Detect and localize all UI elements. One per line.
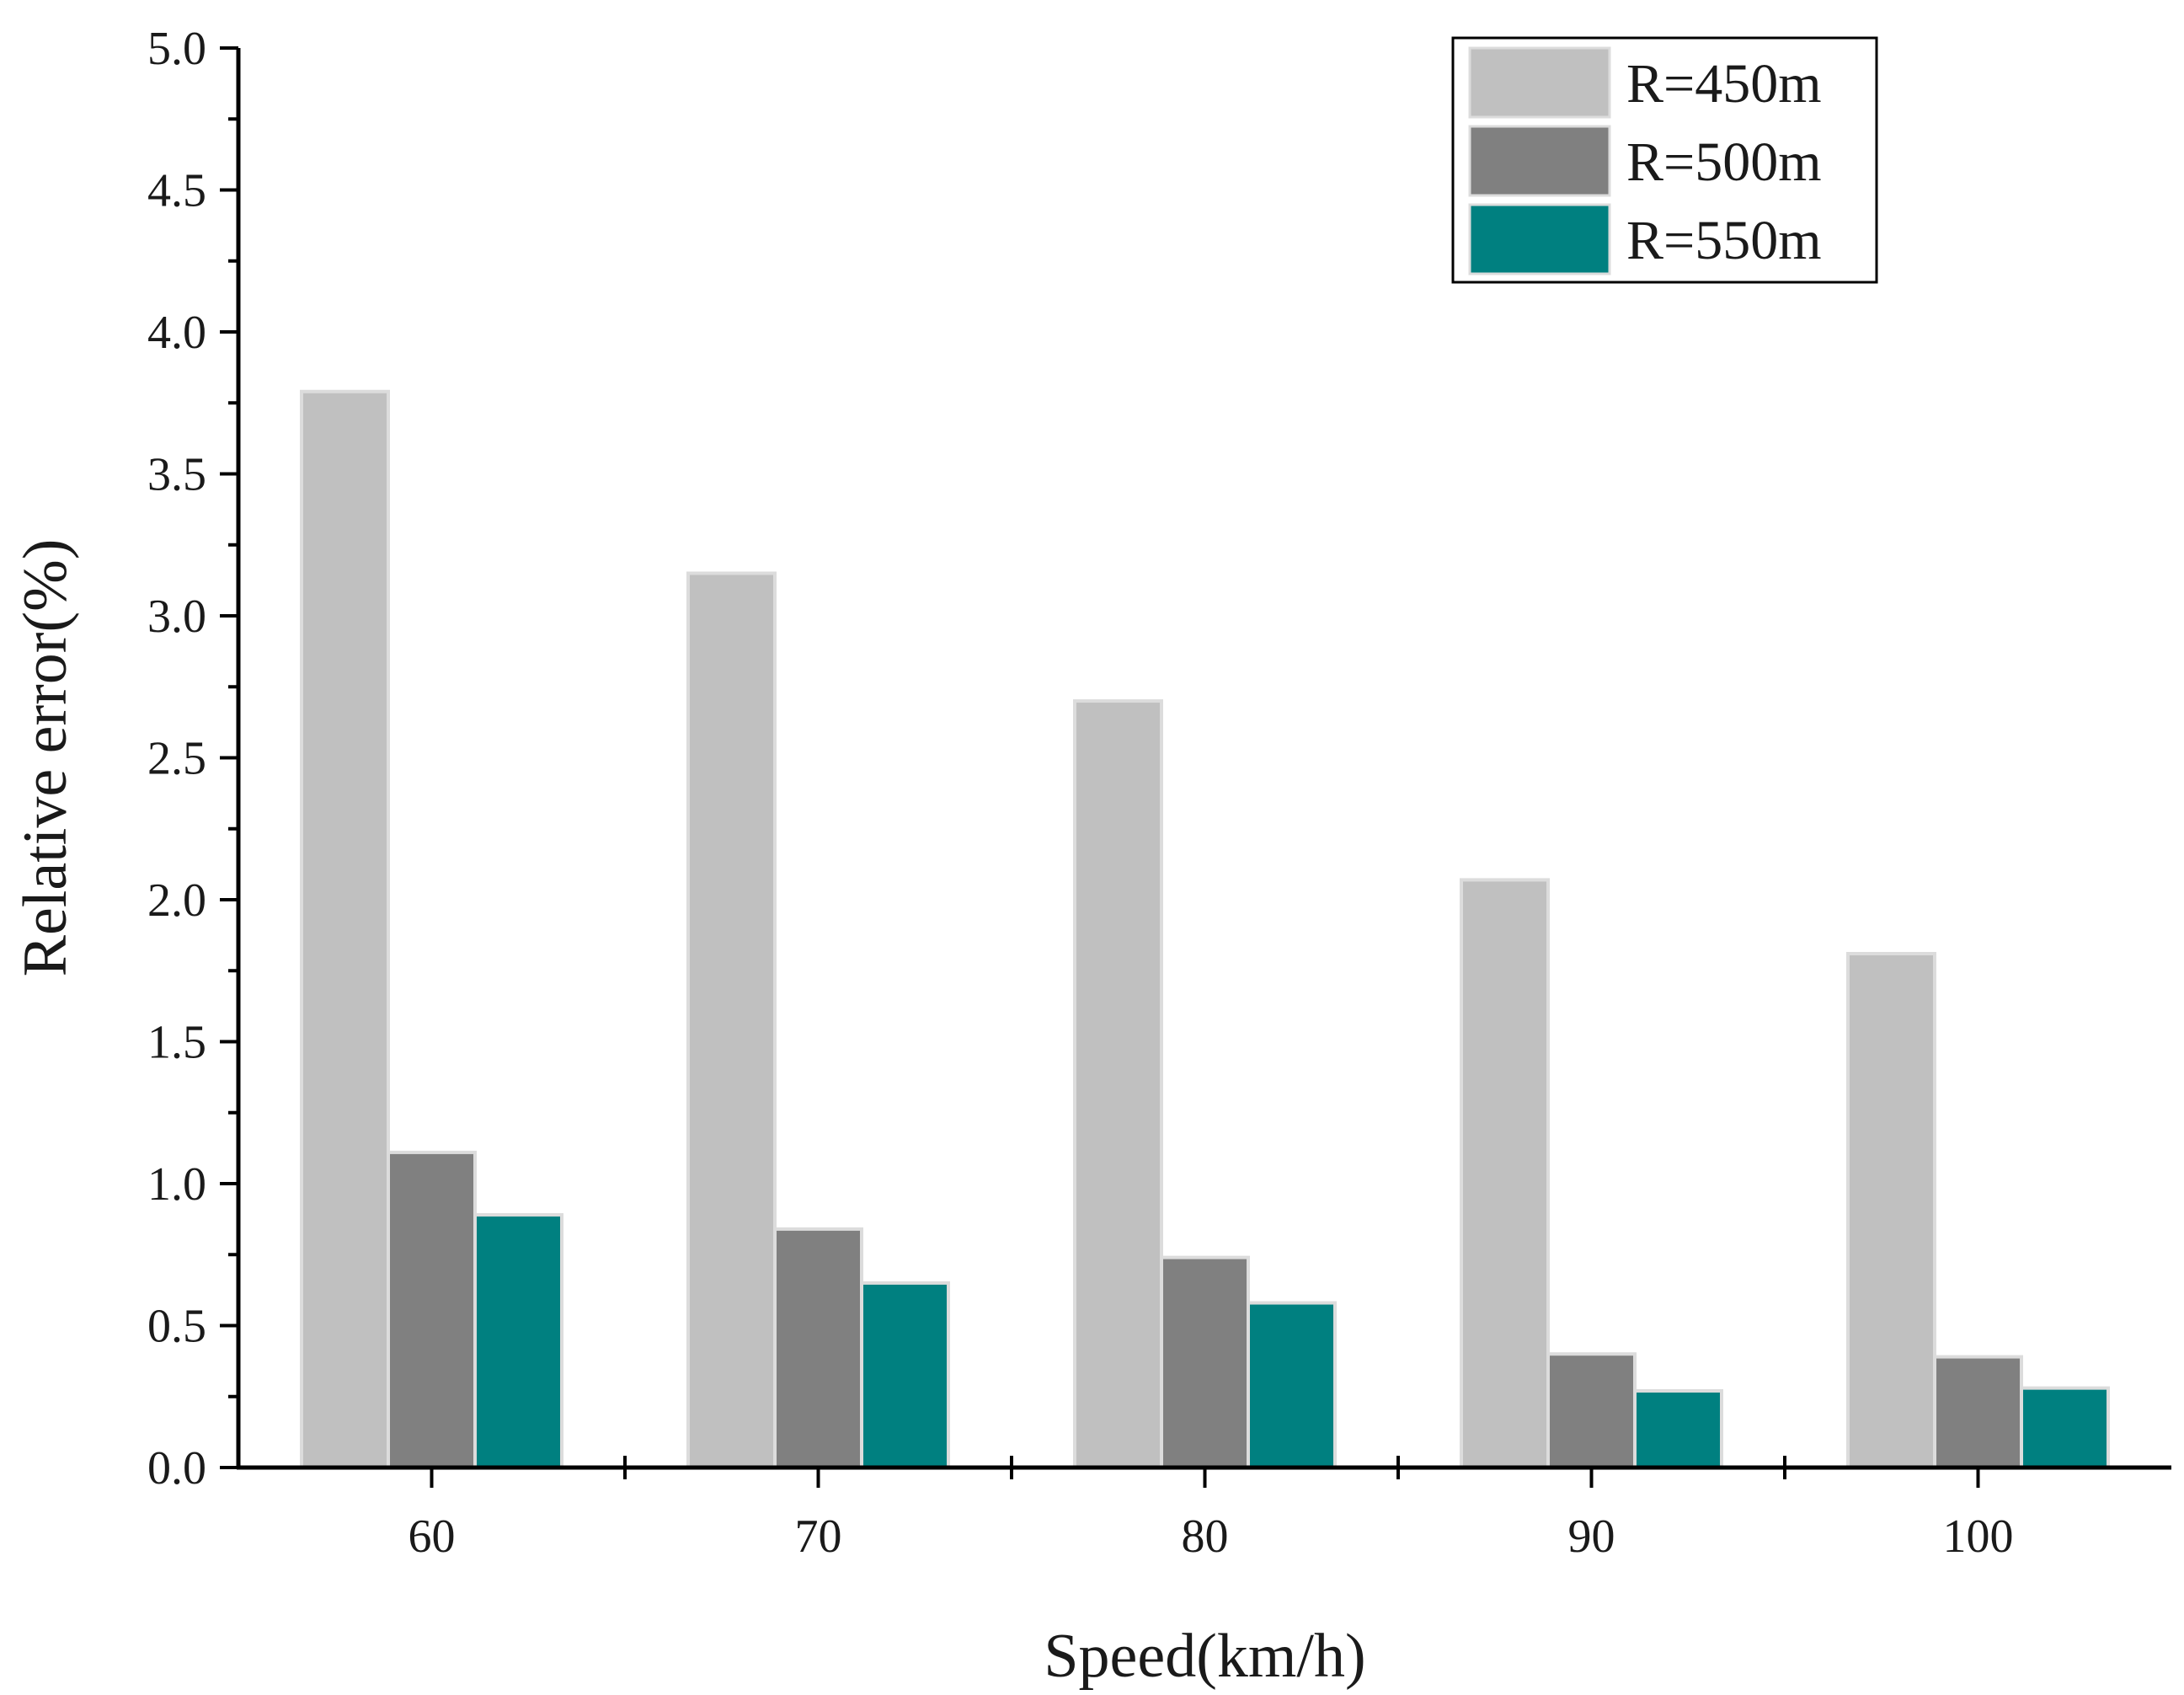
bar-r550m-90 bbox=[1633, 1389, 1723, 1470]
y-tick-label: 4.5 bbox=[147, 165, 206, 217]
y-tick-label: 5.0 bbox=[147, 23, 206, 75]
y-axis-title: Relative error(%) bbox=[11, 539, 80, 977]
bar-r500m-70 bbox=[773, 1227, 863, 1470]
y-tick-label: 0.5 bbox=[147, 1301, 206, 1353]
x-tick-label: 70 bbox=[795, 1511, 842, 1563]
legend-label: R=550m bbox=[1626, 210, 1822, 271]
y-tick-label: 3.5 bbox=[147, 449, 206, 501]
y-tick-label: 1.5 bbox=[147, 1017, 206, 1069]
y-tick-label: 3.0 bbox=[147, 591, 206, 643]
bar-r500m-90 bbox=[1546, 1352, 1637, 1469]
legend-label: R=450m bbox=[1626, 53, 1822, 115]
y-tick-label: 4.0 bbox=[147, 307, 206, 359]
bar-r550m-60 bbox=[473, 1213, 563, 1469]
y-tick-label: 2.5 bbox=[147, 733, 206, 785]
bars-layer bbox=[300, 389, 2110, 1470]
bar-r450m-60 bbox=[300, 389, 390, 1469]
axes-layer: 0.0 0.5 1.0 1.5 2.0 2.5 3.0 3.5 4.0 4.5 5.0 60 70 80 9… bbox=[147, 23, 2171, 1563]
bar-r550m-100 bbox=[2020, 1386, 2110, 1470]
bar-r500m-80 bbox=[1160, 1255, 1250, 1469]
bar-r500m-100 bbox=[1933, 1355, 2023, 1469]
bar-r450m-100 bbox=[1846, 952, 1936, 1469]
x-tick-label: 90 bbox=[1568, 1511, 1615, 1563]
legend: R=450m R=500m R=550m bbox=[1451, 36, 1878, 284]
legend-swatch bbox=[1468, 203, 1611, 275]
legend-swatch bbox=[1468, 125, 1611, 197]
bar-r500m-60 bbox=[387, 1150, 477, 1470]
y-tick-label: 2.0 bbox=[147, 874, 206, 927]
legend-swatch bbox=[1468, 46, 1611, 119]
bar-r550m-70 bbox=[860, 1281, 950, 1469]
bar-r450m-80 bbox=[1073, 699, 1163, 1469]
x-axis-title: Speed(km/h) bbox=[1044, 1622, 1365, 1691]
y-tick-label: 1.0 bbox=[147, 1158, 206, 1211]
legend-label: R=500m bbox=[1626, 131, 1822, 193]
y-tick-label: 0.0 bbox=[147, 1442, 206, 1494]
bar-r450m-90 bbox=[1460, 878, 1550, 1470]
bar-r550m-80 bbox=[1247, 1301, 1337, 1470]
x-tick-label: 60 bbox=[408, 1511, 456, 1563]
bar-r450m-70 bbox=[686, 571, 777, 1470]
x-tick-label: 80 bbox=[1182, 1511, 1229, 1563]
x-tick-label: 100 bbox=[1943, 1511, 2014, 1563]
